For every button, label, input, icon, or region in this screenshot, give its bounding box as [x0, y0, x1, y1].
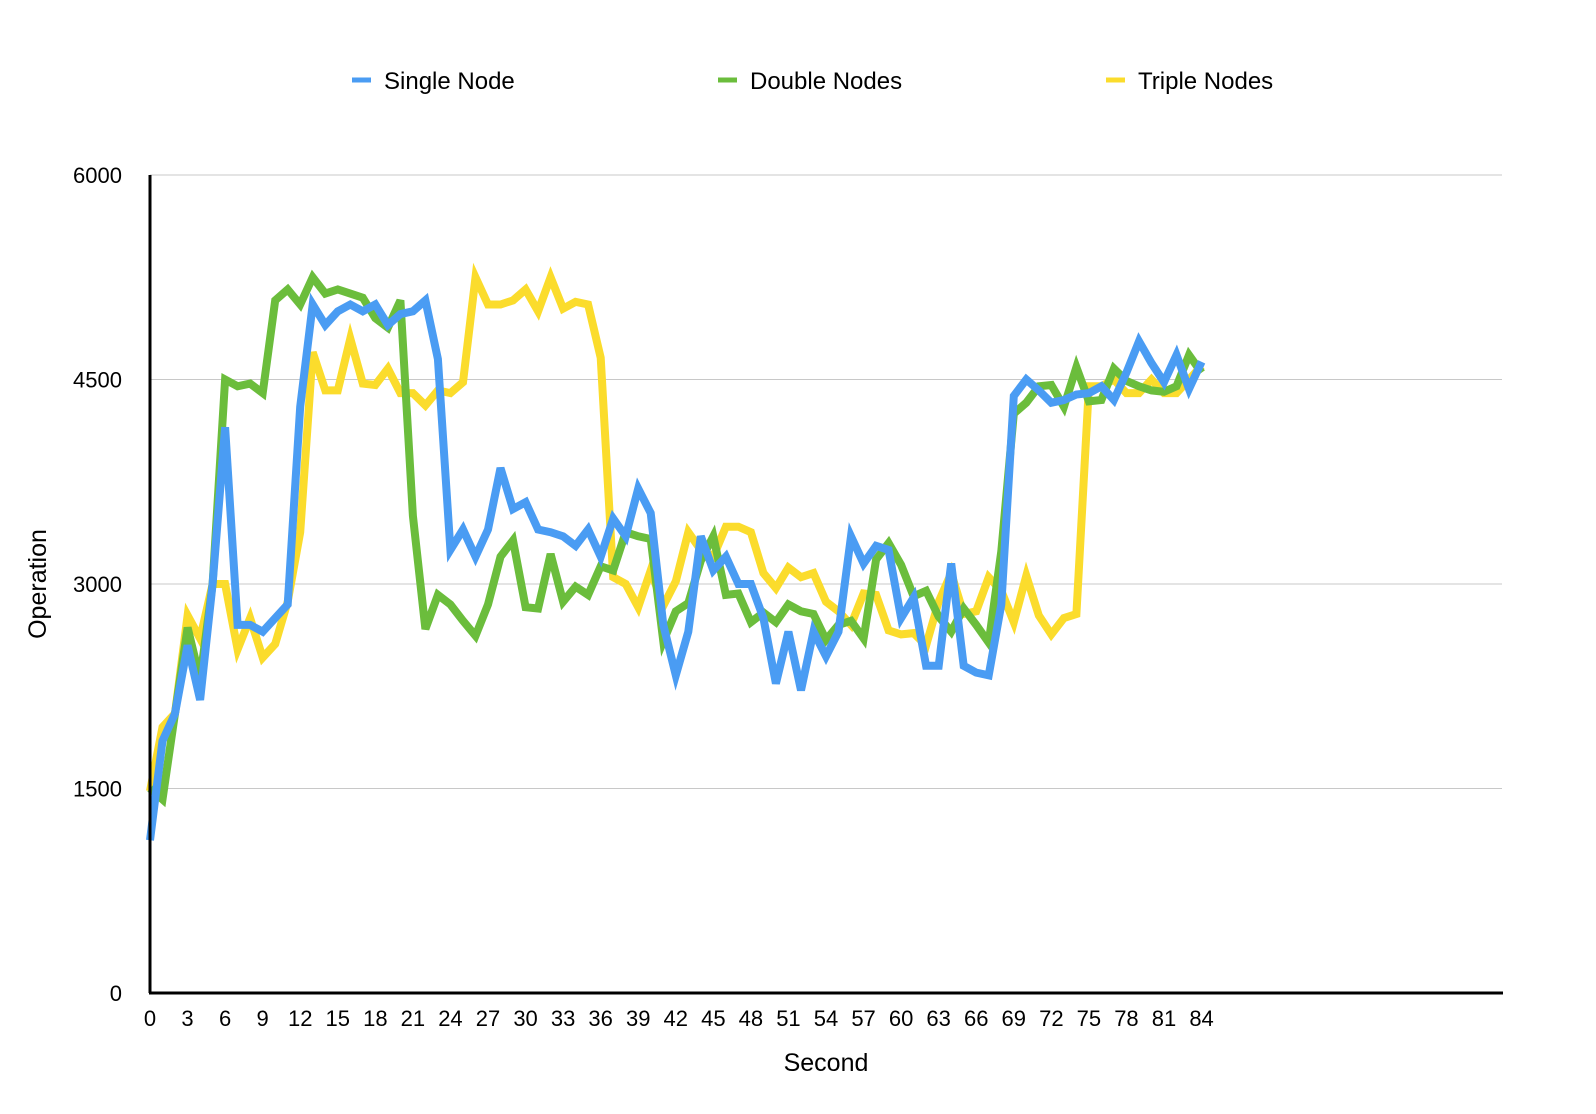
- x-tick-label: 48: [739, 1006, 763, 1031]
- x-tick-label: 3: [181, 1006, 193, 1031]
- x-tick-label: 9: [257, 1006, 269, 1031]
- x-tick-label: 21: [401, 1006, 425, 1031]
- y-tick-label: 1500: [73, 777, 122, 802]
- data-series: [146, 262, 1206, 841]
- legend-item-double-nodes: Double Nodes: [718, 68, 902, 95]
- x-tick-label: 12: [288, 1006, 312, 1031]
- x-tick-label: 15: [326, 1006, 350, 1031]
- legend-item-single-node: Single Node: [352, 68, 515, 95]
- x-tick-label: 78: [1114, 1006, 1138, 1031]
- x-tick-label: 27: [476, 1006, 500, 1031]
- x-tick-label: 30: [513, 1006, 537, 1031]
- y-tick-label: 3000: [73, 572, 122, 597]
- y-axis-ticks: 0 1500 3000 4500 6000: [73, 163, 122, 1006]
- x-axis-ticks: 0 3 6 9 12 15 18 21 24 27 30 33 36 39 42 45 48 51 54 57 60 63…: [144, 1006, 1214, 1031]
- chart-legend: Single Node Double Nodes Triple Nodes: [352, 68, 1273, 95]
- y-tick-label: 6000: [73, 163, 122, 188]
- legend-item-triple-nodes: Triple Nodes: [1106, 68, 1273, 95]
- x-axis-title: Second: [784, 1049, 869, 1077]
- x-tick-label: 63: [926, 1006, 950, 1031]
- x-tick-label: 66: [964, 1006, 988, 1031]
- x-tick-label: 42: [664, 1006, 688, 1031]
- x-tick-label: 75: [1077, 1006, 1101, 1031]
- legend-label: Single Node: [384, 68, 515, 95]
- x-tick-label: 0: [144, 1006, 156, 1031]
- x-tick-label: 84: [1189, 1006, 1213, 1031]
- x-tick-label: 45: [701, 1006, 725, 1031]
- series-line-triple-nodes: [146, 262, 1205, 792]
- y-tick-label: 0: [110, 981, 122, 1006]
- x-tick-label: 54: [814, 1006, 838, 1031]
- legend-label: Triple Nodes: [1138, 68, 1273, 95]
- y-axis-title: Operation: [24, 529, 52, 639]
- legend-label: Double Nodes: [750, 68, 902, 95]
- x-tick-label: 57: [851, 1006, 875, 1031]
- x-tick-label: 36: [588, 1006, 612, 1031]
- x-tick-label: 51: [776, 1006, 800, 1031]
- x-tick-label: 18: [363, 1006, 387, 1031]
- x-tick-label: 6: [219, 1006, 231, 1031]
- x-tick-label: 39: [626, 1006, 650, 1031]
- x-tick-label: 33: [551, 1006, 575, 1031]
- series-line-single-node: [146, 292, 1206, 841]
- x-tick-label: 69: [1002, 1006, 1026, 1031]
- series-line-double-nodes: [147, 269, 1205, 808]
- y-tick-label: 4500: [73, 368, 122, 393]
- x-tick-label: 60: [889, 1006, 913, 1031]
- x-tick-label: 72: [1039, 1006, 1063, 1031]
- x-tick-label: 24: [438, 1006, 462, 1031]
- x-tick-label: 81: [1152, 1006, 1176, 1031]
- gridlines: [150, 174, 1502, 789]
